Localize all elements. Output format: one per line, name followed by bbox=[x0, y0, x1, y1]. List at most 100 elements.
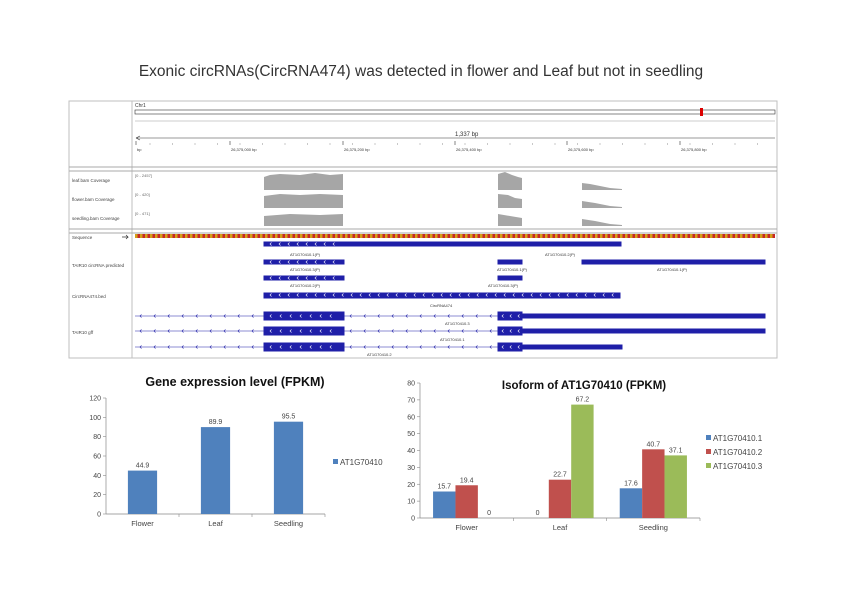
strand-chevron bbox=[447, 345, 450, 349]
strand-chevron bbox=[287, 242, 290, 246]
track-name-circ: CircRNA474.bed bbox=[72, 294, 106, 299]
strand-chevron bbox=[697, 329, 700, 333]
sequence-base bbox=[600, 234, 603, 238]
bar[interactable] bbox=[433, 491, 456, 518]
chart2-legend: AT1G70410.1 AT1G70410.2 AT1G70410.3 bbox=[706, 434, 763, 471]
strand-chevron bbox=[363, 314, 366, 318]
pred-label-1: AT1G70410.1(P) bbox=[290, 252, 321, 257]
sequence-base bbox=[180, 234, 183, 238]
gene-exon-1c[interactable] bbox=[521, 313, 766, 319]
strand-chevron bbox=[314, 242, 317, 246]
bar[interactable] bbox=[127, 470, 158, 514]
strand-chevron bbox=[433, 345, 436, 349]
pred-label-5: AT1G70410.1(P) bbox=[657, 267, 688, 272]
strand-chevron bbox=[391, 314, 394, 318]
sequence-base bbox=[470, 234, 473, 238]
sequence-base bbox=[302, 234, 305, 238]
sequence-base bbox=[365, 234, 368, 238]
sequence-base bbox=[530, 234, 533, 238]
circ-feature[interactable] bbox=[263, 292, 621, 299]
feature-tracks: AT1G70410.1(P) AT1G70410.2(P) AT1G70410.… bbox=[135, 241, 766, 357]
bar[interactable] bbox=[664, 455, 687, 518]
y-tick-label: 10 bbox=[407, 499, 415, 506]
bar[interactable] bbox=[200, 427, 231, 514]
sequence-base bbox=[282, 234, 285, 238]
strand-chevron bbox=[509, 345, 512, 349]
sequence-base bbox=[350, 234, 353, 238]
bar[interactable] bbox=[548, 479, 572, 518]
y-tick-label: 80 bbox=[93, 434, 101, 441]
strand-chevron bbox=[289, 314, 292, 318]
strand-chevron bbox=[209, 329, 212, 333]
sequence-base bbox=[162, 234, 165, 238]
sequence-base bbox=[187, 234, 190, 238]
sequence-base bbox=[345, 234, 348, 238]
strand-chevron bbox=[305, 293, 308, 297]
bar[interactable] bbox=[455, 485, 478, 518]
strand-chevron bbox=[641, 329, 644, 333]
strand-chevron bbox=[341, 293, 344, 297]
sequence-base bbox=[135, 234, 138, 238]
y-tick-label: 70 bbox=[407, 397, 415, 404]
sequence-base bbox=[155, 234, 158, 238]
gene-exon-3c[interactable] bbox=[521, 344, 623, 350]
pred-feature-6[interactable] bbox=[497, 275, 523, 281]
strand-arrow-icon[interactable] bbox=[122, 234, 129, 240]
strand-chevron bbox=[359, 293, 362, 297]
strand-chevron bbox=[269, 345, 272, 349]
x-tick-label: Flower bbox=[131, 519, 154, 528]
gene-exon-1a[interactable] bbox=[263, 311, 345, 321]
gene-exon-2a[interactable] bbox=[263, 326, 345, 336]
pred-feature-2[interactable] bbox=[263, 259, 345, 265]
sequence-base bbox=[765, 234, 768, 238]
pred-feature-5[interactable] bbox=[263, 275, 345, 281]
strand-chevron bbox=[287, 260, 290, 264]
sequence-base bbox=[295, 234, 298, 238]
pred-feature-4[interactable] bbox=[581, 259, 766, 265]
strand-chevron bbox=[512, 293, 515, 297]
strand-chevron bbox=[377, 314, 380, 318]
strand-chevron bbox=[377, 345, 380, 349]
bar[interactable] bbox=[571, 404, 594, 518]
pred-feature-3[interactable] bbox=[497, 259, 523, 265]
strand-chevron bbox=[404, 293, 407, 297]
gene-exon-2c[interactable] bbox=[521, 328, 766, 334]
bar[interactable] bbox=[642, 449, 665, 518]
sequence-base bbox=[672, 234, 675, 238]
strand-chevron bbox=[363, 345, 366, 349]
sequence-base bbox=[277, 234, 280, 238]
sequence-base bbox=[147, 234, 150, 238]
sequence-base bbox=[727, 234, 730, 238]
sequence-base bbox=[655, 234, 658, 238]
sequence-base bbox=[347, 234, 350, 238]
bar[interactable] bbox=[273, 421, 304, 514]
strand-chevron bbox=[269, 260, 272, 264]
sequence-base bbox=[520, 234, 523, 238]
bar[interactable] bbox=[619, 488, 643, 518]
sequence-base bbox=[662, 234, 665, 238]
strand-chevron bbox=[319, 314, 322, 318]
sequence-base bbox=[272, 234, 275, 238]
strand-chevron bbox=[319, 345, 322, 349]
sequence-base bbox=[167, 234, 170, 238]
strand-chevron bbox=[332, 242, 335, 246]
coverage-range-seedling: [0 - 471] bbox=[135, 211, 150, 216]
strand-chevron bbox=[611, 293, 614, 297]
strand-chevron bbox=[269, 293, 272, 297]
gene-exon-3a[interactable] bbox=[263, 342, 345, 352]
strand-chevron bbox=[447, 314, 450, 318]
coverage-flower-exon2 bbox=[498, 194, 522, 208]
strand-chevron bbox=[440, 293, 443, 297]
sequence-base bbox=[527, 234, 530, 238]
strand-chevron bbox=[509, 329, 512, 333]
sequence-base bbox=[675, 234, 678, 238]
sequence-base bbox=[447, 234, 450, 238]
sequence-base bbox=[610, 234, 613, 238]
strand-chevron bbox=[602, 293, 605, 297]
pred-feature-1[interactable] bbox=[263, 241, 622, 247]
strand-chevron bbox=[332, 260, 335, 264]
chart2-legend-swatch-1 bbox=[706, 435, 711, 440]
sequence-base bbox=[230, 234, 233, 238]
strand-chevron bbox=[296, 293, 299, 297]
strand-chevron bbox=[278, 260, 281, 264]
